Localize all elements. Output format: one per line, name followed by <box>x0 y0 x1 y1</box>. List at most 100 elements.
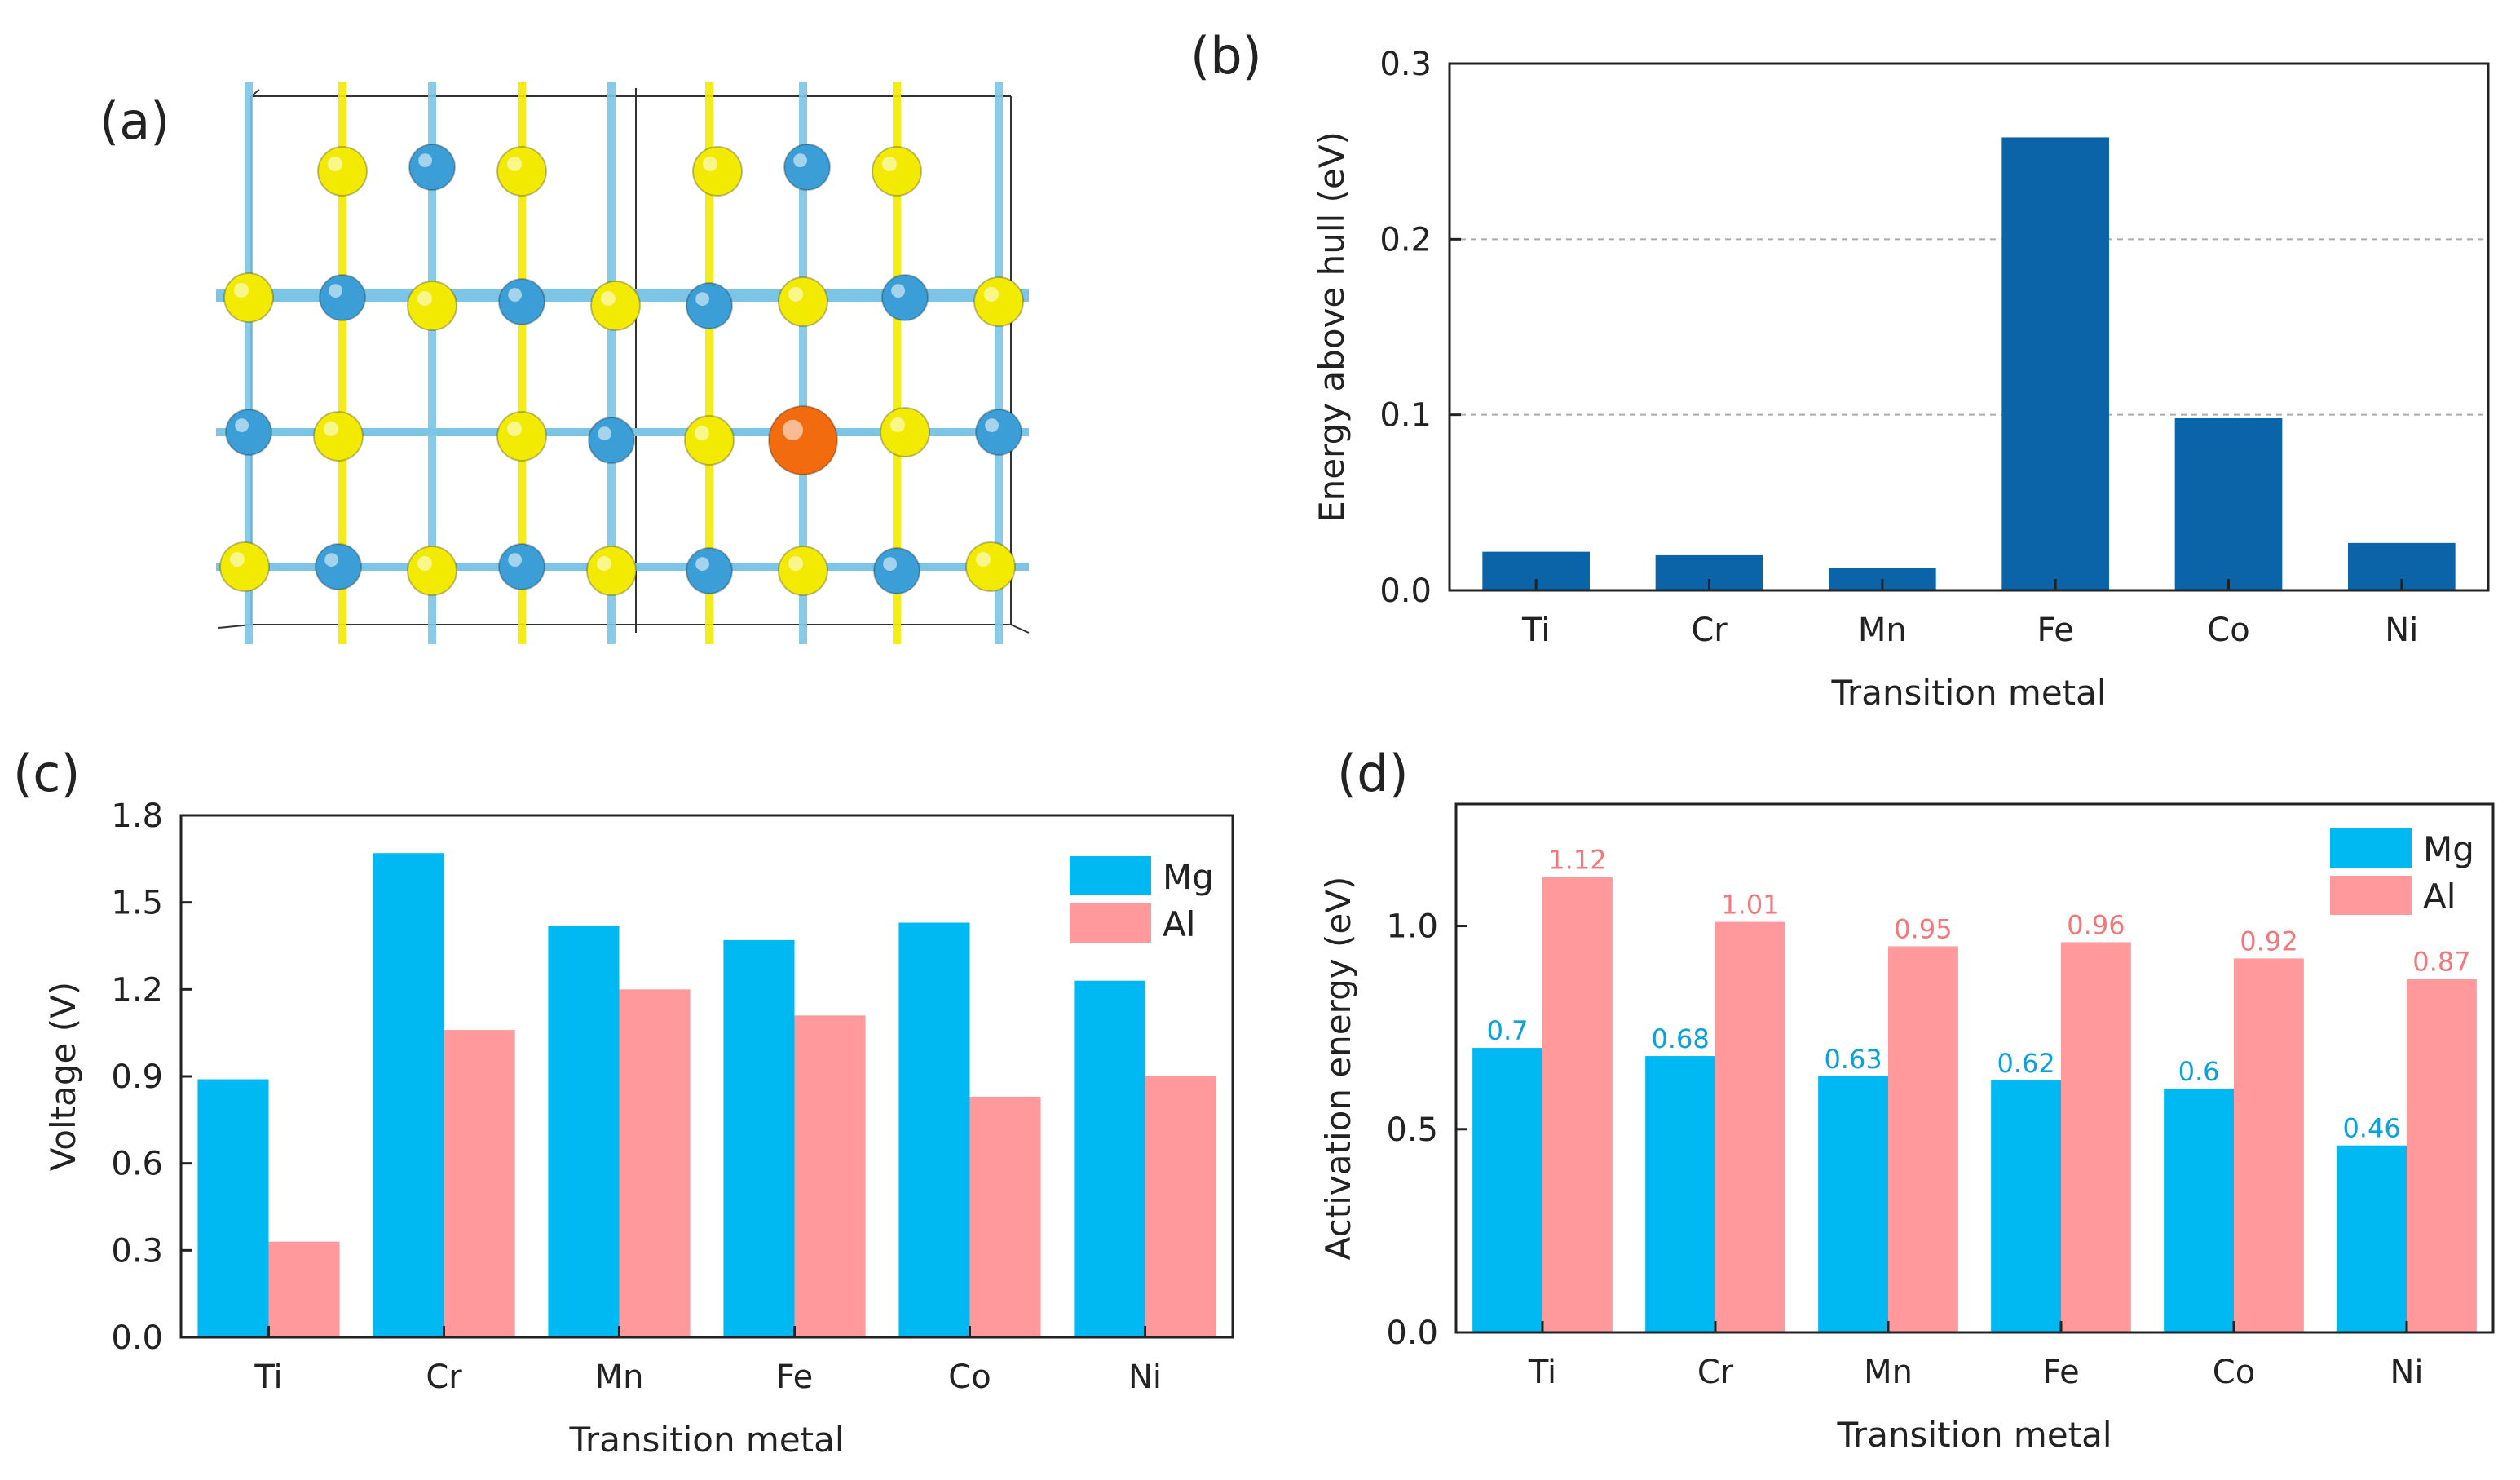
atom-24 <box>315 543 362 590</box>
d-xtick-label-0: Ti <box>1528 1354 1556 1391</box>
atom-9 <box>498 278 545 325</box>
c-ylabel: Voltage (V) <box>43 982 83 1171</box>
atom-highlight-13 <box>891 284 905 298</box>
panel-label-c: (c) <box>13 744 80 803</box>
atom-31 <box>965 541 1016 592</box>
atom-highlight-22 <box>985 418 999 432</box>
b-plot-frame <box>1448 62 2490 592</box>
atom-highlight-30 <box>883 557 897 571</box>
d-legend-swatch-mg <box>2330 828 2412 868</box>
d-bar-mg-cr <box>1645 1056 1715 1332</box>
c-legend-swatch-mg <box>1070 856 1151 895</box>
d-bar-al-cr <box>1715 921 1785 1332</box>
atom-3 <box>692 146 743 197</box>
atom-26 <box>498 543 545 590</box>
b-ylabel: Energy above hull (eV) <box>1312 131 1352 523</box>
d-datalabel-al-ni: 0.87 <box>2412 946 2470 977</box>
atom-highlight-23 <box>230 552 245 567</box>
atom-16 <box>313 411 364 462</box>
b-xtick-label-4: Co <box>2207 612 2249 649</box>
d-ylabel: Activation energy (eV) <box>1318 877 1358 1261</box>
c-bar-al-ti <box>268 1241 340 1337</box>
c-legend-swatch-al <box>1070 903 1151 943</box>
panel-label-a: (a) <box>99 91 170 151</box>
d-bar-mg-co <box>2164 1088 2234 1332</box>
d-datalabel-al-co: 0.92 <box>2240 926 2297 956</box>
d-datalabel-al-cr: 1.01 <box>1721 890 1779 921</box>
c-xlabel: Transition metal <box>568 1420 844 1460</box>
c-bar-mg-fe <box>723 939 795 1337</box>
atom-highlight-24 <box>324 553 338 567</box>
atom-12 <box>778 276 828 327</box>
d-legend-label-mg: Mg <box>2423 829 2474 869</box>
c-ytick-label-0: 0.0 <box>111 1319 163 1357</box>
d-bar-al-fe <box>2061 942 2131 1332</box>
atom-21 <box>880 407 930 457</box>
d-legend-label-al: Al <box>2423 877 2456 917</box>
atom-highlight-10 <box>601 291 616 306</box>
atom-25 <box>407 546 457 596</box>
b-xtick-label-3: Fe <box>2037 612 2073 649</box>
c-bar-mg-mn <box>548 926 620 1337</box>
d-datalabel-mg-co: 0.6 <box>2178 1056 2220 1087</box>
b-bar-co <box>2174 417 2283 590</box>
d-xtick-label-4: Co <box>2213 1354 2255 1391</box>
atom-19 <box>684 415 735 466</box>
c-xtick-label-3: Fe <box>776 1359 813 1396</box>
atom-29 <box>778 546 828 596</box>
b-xtick-label-1: Cr <box>1691 612 1728 649</box>
d-datalabel-mg-fe: 0.62 <box>1997 1048 2054 1079</box>
atom-highlight-28 <box>695 557 709 571</box>
panel-label-d: (d) <box>1337 744 1409 803</box>
d-bar-al-ti <box>1542 877 1613 1332</box>
b-xtick-label-2: Mn <box>1858 612 1907 649</box>
atom-highlight-14 <box>984 287 999 302</box>
atom-highlight-2 <box>507 157 522 171</box>
c-bar-mg-co <box>898 922 970 1337</box>
atom-5 <box>872 146 922 197</box>
panel-label-b: (b) <box>1190 26 1262 86</box>
d-bar-al-ni <box>2407 979 2477 1332</box>
b-ytick-label-2: 0.2 <box>1379 221 1432 258</box>
atom-highlight-9 <box>508 288 522 302</box>
atom-2 <box>496 146 547 197</box>
atom-highlight-0 <box>328 157 342 171</box>
d-datalabel-mg-ni: 0.46 <box>2342 1113 2400 1144</box>
b-xlabel: Transition metal <box>1830 673 2106 713</box>
atom-highlight-5 <box>882 157 897 171</box>
atom-highlight-19 <box>695 426 709 440</box>
d-bar-mg-ni <box>2337 1145 2407 1332</box>
d-datalabel-al-mn: 0.95 <box>1894 913 1952 944</box>
atom-highlight-25 <box>417 556 432 571</box>
atom-highlight-21 <box>890 417 905 432</box>
atom-14 <box>973 276 1024 327</box>
c-bar-mg-ni <box>1074 980 1145 1337</box>
atom-highlight-20 <box>782 419 804 441</box>
c-bar-mg-ti <box>197 1079 269 1337</box>
d-datalabel-al-fe: 0.96 <box>2067 909 2125 940</box>
c-xtick-label-4: Co <box>948 1359 991 1396</box>
d-xtick-label-1: Cr <box>1697 1354 1734 1391</box>
d-bar-mg-mn <box>1818 1076 1888 1332</box>
d-xtick-label-5: Ni <box>2390 1354 2423 1391</box>
atom-highlight-18 <box>598 426 611 440</box>
atom-6 <box>223 272 274 323</box>
c-ytick-label-4: 1.2 <box>111 971 163 1009</box>
d-datalabel-al-ti: 1.12 <box>1548 845 1606 876</box>
atom-highlight-29 <box>788 556 803 571</box>
c-bar-mg-cr <box>373 853 444 1337</box>
crystal-structure-icon <box>216 82 1030 644</box>
atom-highlight-26 <box>508 553 522 567</box>
atom-15 <box>225 409 272 456</box>
b-bar-fe <box>2001 137 2109 590</box>
d-bar-al-co <box>2234 958 2304 1332</box>
atom-27 <box>586 546 637 596</box>
c-bar-al-fe <box>794 1015 866 1337</box>
c-legend-label-al: Al <box>1163 904 1195 944</box>
atom-13 <box>881 274 929 321</box>
c-bar-al-mn <box>619 989 691 1337</box>
atom-30 <box>873 547 920 594</box>
atom-highlight-3 <box>703 157 717 171</box>
atom-1 <box>408 144 456 191</box>
